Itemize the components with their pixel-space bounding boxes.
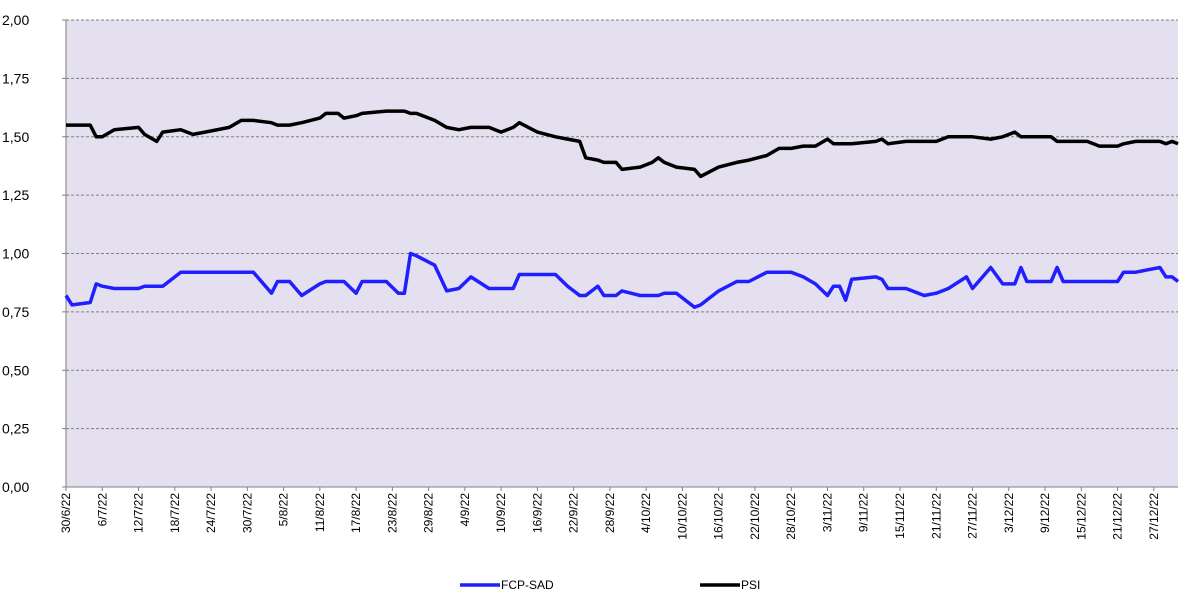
x-tick-label: 17/8/22	[349, 493, 363, 533]
x-tick-label: 30/6/22	[59, 493, 73, 533]
x-tick-label: 9/12/22	[1038, 493, 1052, 533]
x-tick-label: 4/9/22	[458, 493, 472, 527]
x-tick-label: 22/9/22	[567, 493, 581, 533]
legend-label: PSI	[741, 578, 760, 591]
x-tick-label: 3/12/22	[1002, 493, 1016, 533]
y-tick-label: 0,50	[2, 362, 29, 378]
x-tick-label: 10/10/22	[675, 493, 689, 540]
y-tick-label: 1,50	[2, 129, 29, 145]
x-tick-label: 12/7/22	[132, 493, 146, 533]
x-tick-label: 28/9/22	[603, 493, 617, 533]
x-tick-label: 30/7/22	[240, 493, 254, 533]
y-tick-label: 0,25	[2, 421, 29, 437]
y-tick-label: 1,00	[2, 246, 29, 262]
x-tick-label: 16/9/22	[530, 493, 544, 533]
x-tick-label: 3/11/22	[820, 493, 834, 532]
x-tick-label: 22/10/22	[748, 493, 762, 540]
y-tick-label: 0,75	[2, 304, 29, 320]
x-tick-label: 18/7/22	[168, 493, 182, 533]
y-tick-label: 1,25	[2, 187, 29, 203]
x-tick-label: 11/8/22	[313, 493, 327, 532]
x-tick-label: 21/12/22	[1111, 493, 1125, 540]
x-tick-label: 21/11/22	[929, 493, 943, 539]
y-tick-label: 1,75	[2, 70, 29, 86]
x-tick-label: 15/11/22	[893, 493, 907, 539]
y-tick-label: 2,00	[2, 12, 29, 28]
x-tick-label: 28/10/22	[784, 493, 798, 540]
x-tick-label: 9/11/22	[857, 493, 871, 532]
x-tick-label: 10/9/22	[494, 493, 508, 533]
x-tick-label: 4/10/22	[639, 493, 653, 533]
legend-label: FCP-SAD	[501, 578, 554, 591]
x-tick-label: 23/8/22	[385, 493, 399, 533]
x-tick-label: 27/11/22	[966, 493, 980, 539]
x-tick-label: 27/12/22	[1147, 493, 1161, 540]
series-line	[64, 251, 1179, 309]
series-line	[66, 109, 1179, 179]
x-tick-label: 5/8/22	[277, 493, 291, 527]
x-tick-label: 15/12/22	[1074, 493, 1088, 540]
x-tick-label: 6/7/22	[95, 493, 109, 527]
x-tick-label: 16/10/22	[712, 493, 726, 540]
x-tick-label: 29/8/22	[422, 493, 436, 533]
x-tick-label: 24/7/22	[204, 493, 218, 533]
y-tick-label: 0,00	[2, 479, 29, 495]
